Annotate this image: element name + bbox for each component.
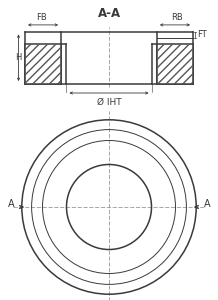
Text: FB: FB — [36, 14, 47, 22]
Polygon shape — [25, 44, 61, 84]
Text: A-A: A-A — [97, 7, 121, 20]
Polygon shape — [157, 44, 193, 84]
Text: A: A — [204, 199, 210, 209]
Text: FT: FT — [197, 30, 207, 39]
Text: Ø IHT: Ø IHT — [97, 98, 121, 107]
Text: H: H — [15, 53, 22, 62]
Text: RB: RB — [171, 14, 182, 22]
Text: A: A — [8, 199, 14, 209]
